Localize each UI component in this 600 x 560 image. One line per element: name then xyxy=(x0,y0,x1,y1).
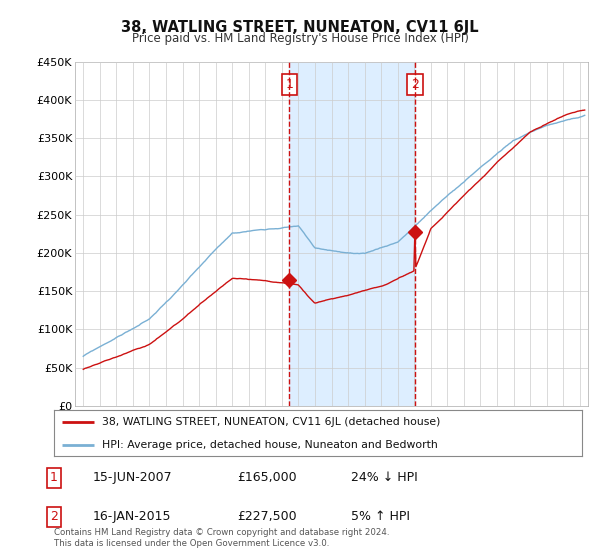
Text: 5% ↑ HPI: 5% ↑ HPI xyxy=(351,510,410,524)
Bar xyxy=(577,62,588,406)
Text: Price paid vs. HM Land Registry's House Price Index (HPI): Price paid vs. HM Land Registry's House … xyxy=(131,32,469,45)
Text: 38, WATLING STREET, NUNEATON, CV11 6JL: 38, WATLING STREET, NUNEATON, CV11 6JL xyxy=(121,20,479,35)
Text: 2: 2 xyxy=(411,78,419,91)
Text: HPI: Average price, detached house, Nuneaton and Bedworth: HPI: Average price, detached house, Nune… xyxy=(101,440,437,450)
Text: 1: 1 xyxy=(50,471,58,484)
Text: £227,500: £227,500 xyxy=(237,510,296,524)
Text: £165,000: £165,000 xyxy=(237,471,296,484)
Text: 2: 2 xyxy=(50,510,58,524)
Text: Contains HM Land Registry data © Crown copyright and database right 2024.
This d: Contains HM Land Registry data © Crown c… xyxy=(54,528,389,548)
Bar xyxy=(289,62,415,406)
Text: 38, WATLING STREET, NUNEATON, CV11 6JL (detached house): 38, WATLING STREET, NUNEATON, CV11 6JL (… xyxy=(101,417,440,427)
Text: 16-JAN-2015: 16-JAN-2015 xyxy=(93,510,172,524)
Text: 24% ↓ HPI: 24% ↓ HPI xyxy=(351,471,418,484)
Text: 15-JUN-2007: 15-JUN-2007 xyxy=(93,471,173,484)
Text: 1: 1 xyxy=(286,78,293,91)
